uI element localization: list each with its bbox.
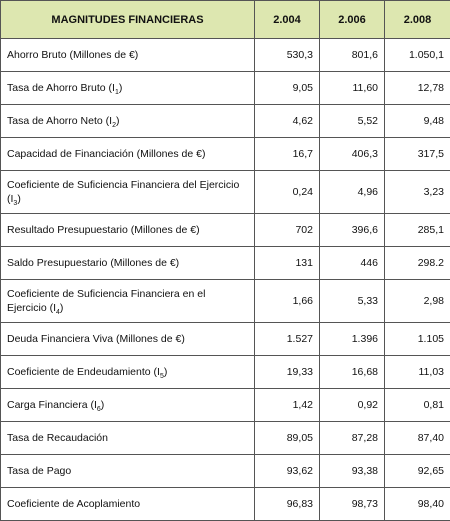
value-2006: 5,33	[320, 280, 385, 323]
value-2004: 16,7	[255, 138, 320, 171]
header-magnitudes: MAGNITUDES FINANCIERAS	[1, 1, 255, 39]
value-2008: 87,40	[385, 422, 450, 455]
value-2008: 9,48	[385, 105, 450, 138]
row-label-text: Coeficiente de Suficiencia Financiera en…	[7, 288, 205, 314]
row-label-suffix: )	[164, 366, 168, 378]
table-row: Tasa de Ahorro Bruto (I1) 9,05 11,60 12,…	[1, 72, 450, 105]
value-2004: 19,33	[255, 356, 320, 389]
value-2008: 0,81	[385, 389, 450, 422]
value-2004: 1.527	[255, 323, 320, 356]
row-label-suffix: )	[17, 193, 21, 205]
value-2004: 4,62	[255, 105, 320, 138]
table-row: Capacidad de Financiación (Millones de €…	[1, 138, 450, 171]
value-2006: 0,92	[320, 389, 385, 422]
table-header-row: MAGNITUDES FINANCIERAS 2.004 2.006 2.008	[1, 1, 450, 39]
row-label-suffix: )	[60, 302, 64, 314]
row-label: Deuda Financiera Viva (Millones de €)	[1, 323, 255, 356]
table-row: Resultado Presupuestario (Millones de €)…	[1, 214, 450, 247]
value-2008: 298.2	[385, 247, 450, 280]
table-row: Tasa de Ahorro Neto (I2) 4,62 5,52 9,48	[1, 105, 450, 138]
row-label: Carga Financiera (I6)	[1, 389, 255, 422]
row-label-text: Tasa de Pago	[7, 465, 71, 477]
row-label-suffix: )	[116, 115, 120, 127]
row-label: Tasa de Recaudación	[1, 422, 255, 455]
value-2006: 87,28	[320, 422, 385, 455]
row-label: Coeficiente de Suficiencia Financiera de…	[1, 171, 255, 214]
row-label-text: Coeficiente de Suficiencia Financiera de…	[7, 179, 239, 205]
row-label: Coeficiente de Acoplamiento	[1, 488, 255, 521]
value-2004: 1,42	[255, 389, 320, 422]
value-2008: 3,23	[385, 171, 450, 214]
value-2006: 5,52	[320, 105, 385, 138]
row-label-suffix: )	[119, 82, 123, 94]
row-label-text: Coeficiente de Acoplamiento	[7, 498, 140, 510]
row-label: Coeficiente de Endeudamiento (I5)	[1, 356, 255, 389]
table-row: Coeficiente de Suficiencia Financiera de…	[1, 171, 450, 214]
value-2008: 12,78	[385, 72, 450, 105]
row-label: Tasa de Ahorro Neto (I2)	[1, 105, 255, 138]
value-2004: 131	[255, 247, 320, 280]
value-2006: 11,60	[320, 72, 385, 105]
row-label: Saldo Presupuestario (Millones de €)	[1, 247, 255, 280]
value-2008: 1.105	[385, 323, 450, 356]
table-row: Ahorro Bruto (Millones de €) 530,3 801,6…	[1, 39, 450, 72]
value-2006: 4,96	[320, 171, 385, 214]
value-2004: 1,66	[255, 280, 320, 323]
value-2006: 16,68	[320, 356, 385, 389]
table-body: Ahorro Bruto (Millones de €) 530,3 801,6…	[1, 39, 450, 521]
value-2008: 285,1	[385, 214, 450, 247]
row-label-text: Saldo Presupuestario (Millones de €)	[7, 257, 179, 269]
value-2008: 317,5	[385, 138, 450, 171]
value-2006: 98,73	[320, 488, 385, 521]
value-2008: 1.050,1	[385, 39, 450, 72]
value-2006: 396,6	[320, 214, 385, 247]
header-year-2008: 2.008	[385, 1, 450, 39]
value-2004: 0,24	[255, 171, 320, 214]
row-label-text: Tasa de Ahorro Neto (I	[7, 115, 112, 127]
row-label-text: Resultado Presupuestario (Millones de €)	[7, 224, 200, 236]
row-label-text: Tasa de Recaudación	[7, 432, 108, 444]
row-label: Tasa de Ahorro Bruto (I1)	[1, 72, 255, 105]
value-2008: 92,65	[385, 455, 450, 488]
table-row: Tasa de Recaudación 89,05 87,28 87,40	[1, 422, 450, 455]
value-2006: 801,6	[320, 39, 385, 72]
table-row: Coeficiente de Acoplamiento 96,83 98,73 …	[1, 488, 450, 521]
row-label-text: Ahorro Bruto (Millones de €)	[7, 49, 138, 61]
value-2004: 9,05	[255, 72, 320, 105]
table-row: Carga Financiera (I6) 1,42 0,92 0,81	[1, 389, 450, 422]
row-label: Ahorro Bruto (Millones de €)	[1, 39, 255, 72]
value-2004: 530,3	[255, 39, 320, 72]
value-2004: 702	[255, 214, 320, 247]
value-2006: 1.396	[320, 323, 385, 356]
row-label-text: Carga Financiera (I	[7, 399, 97, 411]
table-row: Saldo Presupuestario (Millones de €) 131…	[1, 247, 450, 280]
row-label: Coeficiente de Suficiencia Financiera en…	[1, 280, 255, 323]
table-row: Deuda Financiera Viva (Millones de €) 1.…	[1, 323, 450, 356]
header-year-2004: 2.004	[255, 1, 320, 39]
value-2008: 98,40	[385, 488, 450, 521]
table-row: Tasa de Pago 93,62 93,38 92,65	[1, 455, 450, 488]
value-2004: 89,05	[255, 422, 320, 455]
row-label: Tasa de Pago	[1, 455, 255, 488]
row-label-text: Capacidad de Financiación (Millones de €…	[7, 148, 205, 160]
value-2004: 93,62	[255, 455, 320, 488]
value-2008: 2,98	[385, 280, 450, 323]
row-label-text: Tasa de Ahorro Bruto (I	[7, 82, 115, 94]
row-label-text: Coeficiente de Endeudamiento (I	[7, 366, 160, 378]
value-2006: 406,3	[320, 138, 385, 171]
value-2006: 93,38	[320, 455, 385, 488]
row-label-suffix: )	[101, 399, 105, 411]
value-2006: 446	[320, 247, 385, 280]
table-row: Coeficiente de Suficiencia Financiera en…	[1, 280, 450, 323]
row-label: Capacidad de Financiación (Millones de €…	[1, 138, 255, 171]
header-year-2006: 2.006	[320, 1, 385, 39]
row-label: Resultado Presupuestario (Millones de €)	[1, 214, 255, 247]
value-2004: 96,83	[255, 488, 320, 521]
row-label-text: Deuda Financiera Viva (Millones de €)	[7, 333, 185, 345]
value-2008: 11,03	[385, 356, 450, 389]
table-row: Coeficiente de Endeudamiento (I5) 19,33 …	[1, 356, 450, 389]
